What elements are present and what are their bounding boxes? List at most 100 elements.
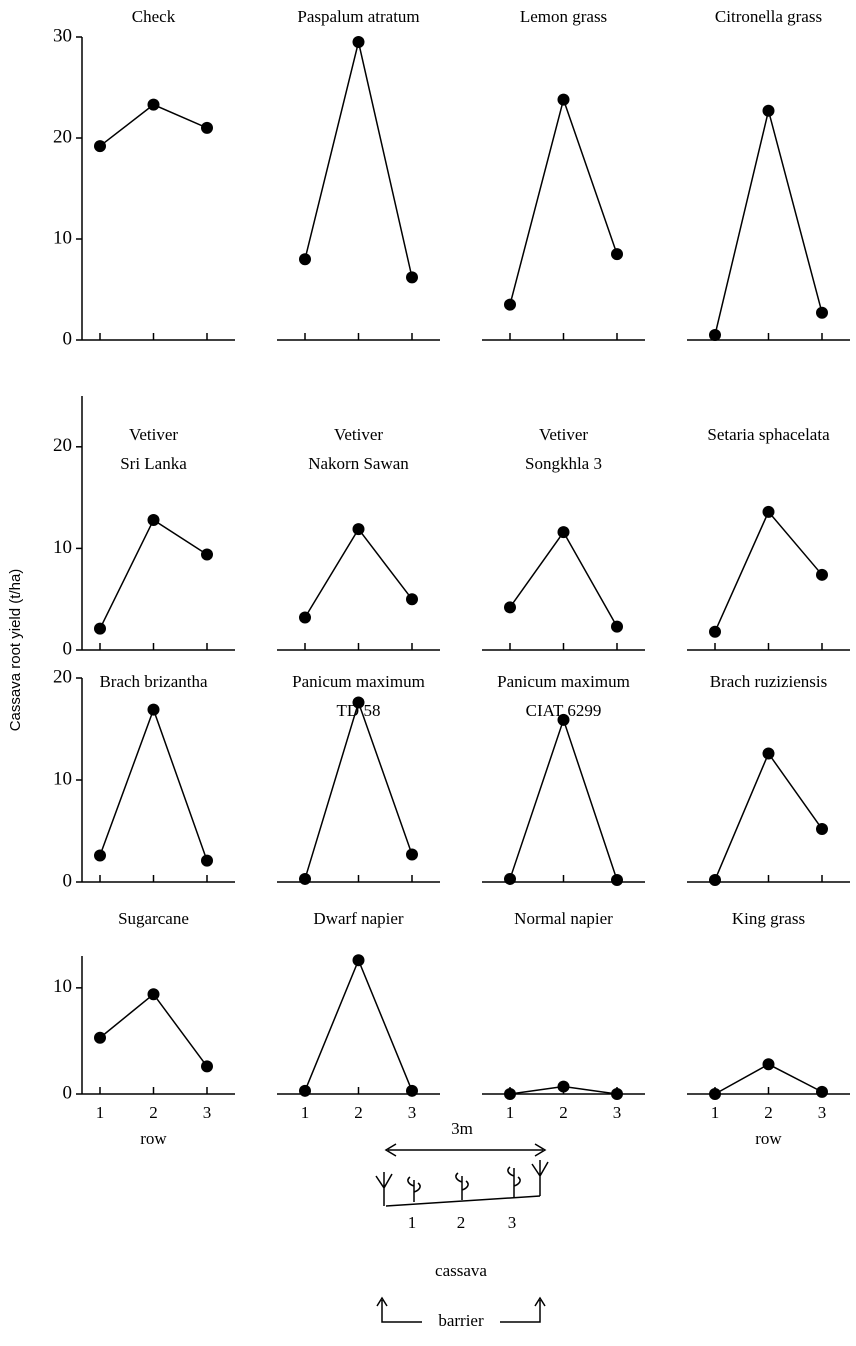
series-line bbox=[509, 97, 618, 305]
series-line bbox=[714, 751, 823, 881]
series-line bbox=[509, 717, 618, 881]
diagram-row: 1 bbox=[408, 1213, 417, 1232]
point bbox=[94, 1031, 106, 1044]
arrow-heads bbox=[384, 1143, 547, 1157]
y-tick-label: 30 bbox=[53, 25, 72, 46]
y-tick-label: 10 bbox=[53, 537, 72, 558]
x-tick-label: 3 bbox=[408, 1103, 417, 1122]
x-tick-label: 2 bbox=[764, 1103, 773, 1122]
point bbox=[299, 611, 311, 624]
point bbox=[816, 1085, 828, 1098]
point bbox=[557, 713, 570, 726]
y-tick-label: 0 bbox=[63, 638, 73, 659]
point bbox=[557, 93, 570, 106]
point bbox=[147, 988, 160, 1001]
panel-title: Dwarf napier bbox=[313, 909, 403, 928]
point bbox=[94, 140, 106, 153]
panel-title: Panicum maximum bbox=[497, 672, 630, 691]
y-tick-label: 0 bbox=[63, 870, 73, 891]
point bbox=[557, 1080, 570, 1093]
series-line bbox=[714, 510, 823, 633]
panel-title: Setaria sphacelata bbox=[707, 425, 830, 444]
series-line bbox=[99, 993, 208, 1067]
x-tick-label: 3 bbox=[613, 1103, 622, 1122]
x-tick-label: 2 bbox=[559, 1103, 568, 1122]
point bbox=[352, 523, 365, 536]
series-line bbox=[99, 707, 208, 861]
y-tick-label: 10 bbox=[53, 976, 72, 997]
point bbox=[762, 505, 775, 518]
ground-line bbox=[385, 1195, 541, 1207]
point bbox=[762, 1058, 775, 1071]
point bbox=[504, 601, 516, 614]
point bbox=[147, 703, 160, 716]
x-tick-label: 1 bbox=[96, 1103, 105, 1122]
point bbox=[504, 1088, 516, 1100]
y-axis-label: Cassava root yield (t/ha) bbox=[7, 569, 24, 732]
point bbox=[406, 593, 418, 606]
point bbox=[762, 747, 775, 760]
x-axis-label: row bbox=[755, 1129, 782, 1148]
point bbox=[504, 872, 516, 885]
width-label: 3m bbox=[451, 1119, 473, 1138]
panel-title: Citronella grass bbox=[715, 7, 822, 26]
panel-title: Vetiver bbox=[334, 425, 383, 444]
series-line bbox=[304, 527, 413, 618]
point bbox=[352, 954, 365, 967]
panel-title: Sri Lanka bbox=[120, 454, 187, 473]
point bbox=[201, 854, 213, 867]
point bbox=[94, 622, 106, 635]
point bbox=[406, 848, 418, 861]
point bbox=[201, 121, 213, 134]
series-line bbox=[714, 110, 823, 336]
point bbox=[147, 98, 160, 111]
point bbox=[299, 253, 311, 266]
y-tick-label: 10 bbox=[53, 768, 72, 789]
diagram-row: 2 bbox=[457, 1213, 466, 1232]
barrier-label: barrier bbox=[438, 1311, 484, 1330]
row-diagram: 3m 1 2 3 cassava barrier bbox=[375, 1119, 549, 1330]
point bbox=[611, 873, 623, 886]
series-line bbox=[304, 700, 413, 880]
point bbox=[816, 306, 828, 319]
panel-title: Sugarcane bbox=[118, 909, 189, 928]
y-tick-label: 20 bbox=[53, 126, 72, 147]
y-tick-label: 0 bbox=[63, 328, 73, 349]
x-tick-label: 1 bbox=[711, 1103, 720, 1122]
series-line bbox=[99, 103, 208, 147]
point bbox=[406, 1084, 418, 1097]
panel-title: Check bbox=[132, 7, 176, 26]
diagram-row: 3 bbox=[508, 1213, 517, 1232]
crop-label: cassava bbox=[435, 1261, 487, 1280]
point bbox=[709, 328, 721, 341]
point bbox=[352, 36, 365, 49]
panel-title: Vetiver bbox=[539, 425, 588, 444]
cassava-plants bbox=[407, 1166, 521, 1202]
point bbox=[352, 696, 365, 709]
point bbox=[504, 298, 516, 311]
point bbox=[816, 822, 828, 835]
point bbox=[709, 873, 721, 886]
panel-title: Brach brizantha bbox=[99, 672, 208, 691]
panel-title: Normal napier bbox=[514, 909, 613, 928]
panel-title: Vetiver bbox=[129, 425, 178, 444]
x-tick-label: 2 bbox=[149, 1103, 158, 1122]
point bbox=[299, 872, 311, 885]
x-tick-label: 3 bbox=[203, 1103, 212, 1122]
y-tick-label: 20 bbox=[53, 435, 72, 456]
panel-title: King grass bbox=[732, 909, 805, 928]
x-tick-label: 1 bbox=[301, 1103, 310, 1122]
y-tick-label: 0 bbox=[63, 1082, 73, 1103]
barrier-arrows bbox=[376, 1296, 546, 1323]
point bbox=[299, 1084, 311, 1097]
series-line bbox=[99, 518, 208, 629]
panel-title: TD 58 bbox=[337, 701, 381, 720]
x-tick-label: 3 bbox=[818, 1103, 827, 1122]
point bbox=[611, 620, 623, 633]
point bbox=[611, 1088, 623, 1100]
point bbox=[762, 104, 775, 117]
barrier-plants bbox=[375, 1160, 549, 1206]
panel-title: Nakorn Sawan bbox=[308, 454, 409, 473]
point bbox=[94, 849, 106, 862]
